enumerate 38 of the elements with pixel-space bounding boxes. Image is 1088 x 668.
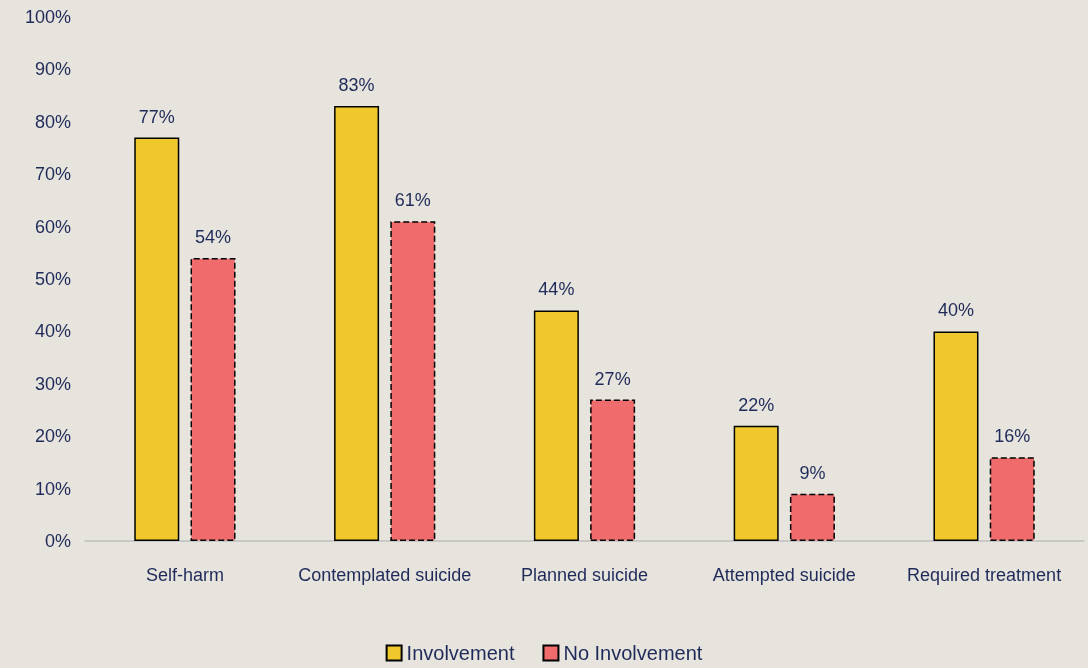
bar [733, 425, 779, 541]
y-tick-label: 0% [44, 531, 71, 551]
x-tick-label: Self-harm [145, 565, 224, 585]
y-tick-label: 100% [24, 7, 71, 27]
data-label: 77% [138, 106, 175, 127]
x-tick-label: Planned suicide [520, 565, 649, 585]
bar [190, 258, 236, 541]
x-tick-label: Attempted suicide [712, 565, 856, 585]
y-tick-label: 40% [34, 321, 71, 342]
data-label: 9% [799, 462, 826, 483]
y-tick-label: 50% [34, 269, 71, 289]
data-label: 16% [994, 426, 1031, 447]
data-label: 54% [195, 227, 232, 248]
y-tick-label: 70% [34, 164, 71, 185]
bar [789, 493, 835, 541]
data-label: 40% [937, 300, 974, 321]
x-tick-label: Required treatment [907, 565, 1062, 585]
bar [533, 310, 579, 541]
data-label: 44% [538, 279, 575, 300]
bar [390, 221, 436, 541]
bar [933, 331, 979, 541]
bar [590, 399, 636, 541]
bar [134, 137, 180, 541]
data-label: 22% [738, 394, 775, 415]
bar [989, 457, 1035, 541]
y-tick-label: 30% [34, 373, 71, 394]
y-tick-label: 20% [34, 426, 71, 447]
bar [334, 106, 380, 541]
y-tick-label: 80% [34, 111, 71, 132]
y-tick-label: 90% [34, 59, 71, 80]
x-tick-label: Contemplated suicide [298, 565, 472, 585]
data-label: 83% [338, 75, 375, 96]
legend-label: Involvement [406, 642, 515, 664]
y-tick-label: 10% [34, 478, 71, 499]
legend-label: No Involvement [563, 642, 703, 664]
data-label: 27% [594, 368, 631, 389]
data-label: 61% [394, 190, 431, 211]
y-tick-label: 60% [34, 216, 71, 237]
